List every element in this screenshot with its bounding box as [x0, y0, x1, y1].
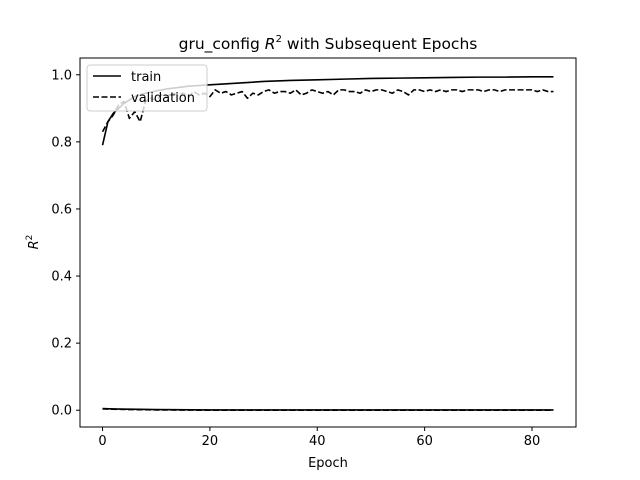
chart-title-symbol: R	[265, 35, 276, 53]
x-tick-label: 80	[524, 434, 541, 449]
legend-validation-label: validation	[131, 91, 195, 106]
legend-train-label: train	[131, 70, 161, 85]
y-tick-label: 0.2	[51, 337, 72, 352]
chart-title: gru_config R2 with Subsequent Epochs	[179, 34, 478, 54]
x-axis-label: Epoch	[308, 456, 348, 471]
legend: train validation	[86, 64, 208, 112]
plot-area-frame	[79, 57, 577, 428]
x-axis: 0 20 40 60 80	[98, 427, 540, 449]
chart-title-sup: 2	[276, 34, 282, 45]
series-line-unnamed-3	[102, 408, 554, 412]
y-tick-label: 0.4	[51, 270, 72, 285]
y-axis-label: R2	[25, 235, 42, 250]
x-tick-label: 20	[202, 434, 219, 449]
y-tick-label: 1.0	[51, 68, 72, 83]
y-tick-label: 0.8	[51, 135, 72, 150]
y-axis-label-symbol: R	[27, 240, 42, 249]
y-axis: 0.0 0.2 0.4 0.6 0.8 1.0	[51, 68, 80, 419]
chart-title-suffix: with Subsequent Epochs	[282, 35, 477, 53]
x-tick-label: 60	[416, 434, 433, 449]
y-axis-label-sup: 2	[25, 235, 35, 241]
x-tick-label: 40	[309, 434, 326, 449]
y-tick-label: 0.6	[51, 202, 72, 217]
chart-title-prefix: gru_config	[179, 35, 265, 54]
y-tick-label: 0.0	[51, 404, 72, 419]
x-tick-label: 0	[98, 434, 106, 449]
